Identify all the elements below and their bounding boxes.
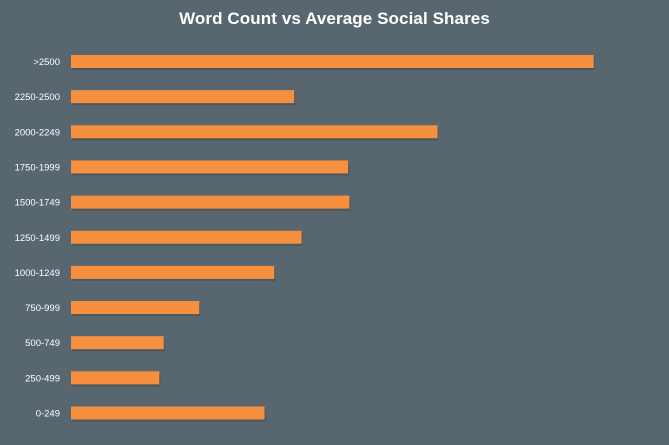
- bar-5: [71, 230, 302, 244]
- category-label-6: 1000-1249: [15, 268, 60, 279]
- bar-9: [71, 371, 160, 385]
- category-label-10: 0-249: [36, 409, 60, 420]
- bar-10: [71, 406, 265, 420]
- category-label-0: >2500: [33, 57, 60, 68]
- category-label-9: 250-499: [25, 373, 60, 384]
- bar-6: [71, 265, 275, 279]
- bar-0: [71, 55, 594, 68]
- bar-8: [71, 336, 164, 350]
- category-label-4: 1500-1749: [15, 198, 60, 209]
- category-label-3: 1750-1999: [15, 162, 60, 173]
- bar-1: [71, 90, 295, 104]
- category-label-8: 500-749: [25, 338, 60, 349]
- category-label-7: 750-999: [25, 303, 60, 314]
- bar-4: [71, 195, 350, 209]
- category-label-1: 2250-2500: [15, 92, 60, 103]
- chart-title: Word Count vs Average Social Shares: [179, 9, 490, 28]
- bar-3: [71, 160, 349, 174]
- bar-2: [71, 125, 438, 139]
- category-label-2: 2000-2249: [15, 127, 60, 138]
- category-label-5: 1250-1499: [15, 233, 60, 244]
- bar-7: [71, 301, 200, 315]
